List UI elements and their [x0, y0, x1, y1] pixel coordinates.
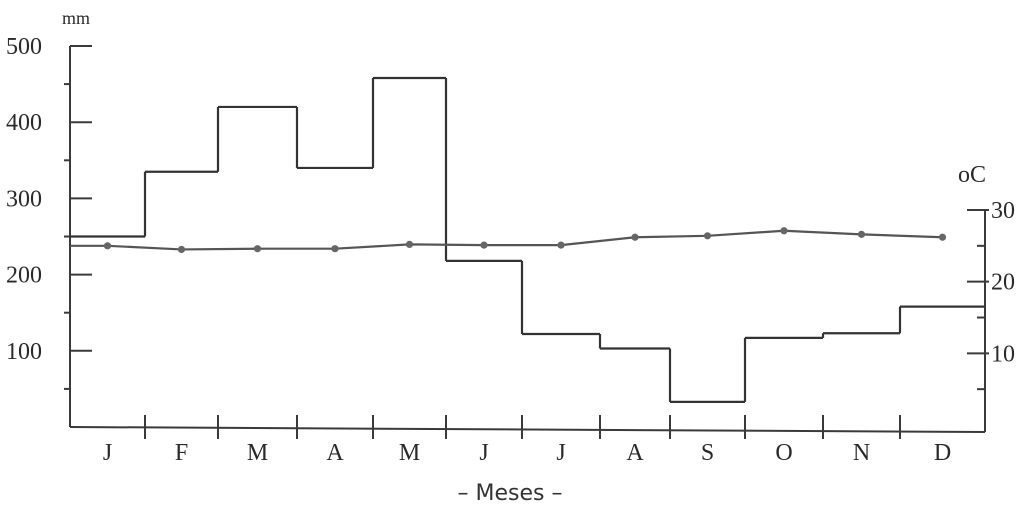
month-label: S: [701, 440, 714, 466]
temperature-point: [780, 227, 788, 235]
temperature-line: [70, 229, 943, 251]
right-tick-label: 30: [991, 198, 1015, 224]
temperature-point: [331, 245, 339, 253]
temperature-point: [557, 241, 565, 249]
right-tick-label: 10: [991, 341, 1015, 367]
x-axis-line: [69, 426, 986, 433]
month-label: M: [399, 440, 420, 466]
left-tick-label: 100: [6, 339, 42, 365]
temperature-point: [938, 233, 947, 241]
temperature-point: [177, 245, 186, 254]
month-label: A: [326, 440, 344, 466]
temperature-point: [405, 240, 414, 248]
month-label: M: [247, 440, 268, 466]
month-label: D: [934, 440, 951, 466]
tick-labels: 100 200 300 400 500 10 20 30 J F M A M J J A S O N D: [6, 34, 1015, 466]
month-label: J: [479, 440, 488, 466]
temperature-point: [253, 245, 262, 253]
right-tick-label: 20: [991, 270, 1015, 296]
temperature-point: [703, 232, 712, 240]
axes: [64, 45, 989, 439]
temperature-series: [70, 227, 947, 254]
precipitation-series: [70, 76, 985, 403]
temperature-point: [857, 230, 866, 238]
month-label: O: [775, 440, 792, 466]
month-label: J: [103, 440, 112, 466]
left-tick-label: 500: [6, 34, 42, 60]
temperature-point: [103, 242, 112, 250]
right-axis-unit: oC: [958, 162, 986, 188]
month-label: A: [626, 440, 644, 466]
temperature-point: [631, 233, 639, 241]
temperature-point: [480, 241, 488, 249]
month-label: J: [556, 440, 565, 466]
month-label: N: [853, 440, 870, 466]
left-tick-label: 300: [6, 186, 42, 212]
x-axis-label: – Meses –: [458, 481, 563, 506]
left-tick-label: 200: [6, 263, 42, 289]
month-label: F: [175, 440, 188, 466]
left-tick-label: 400: [6, 110, 42, 136]
left-axis-unit: mm: [62, 8, 90, 28]
